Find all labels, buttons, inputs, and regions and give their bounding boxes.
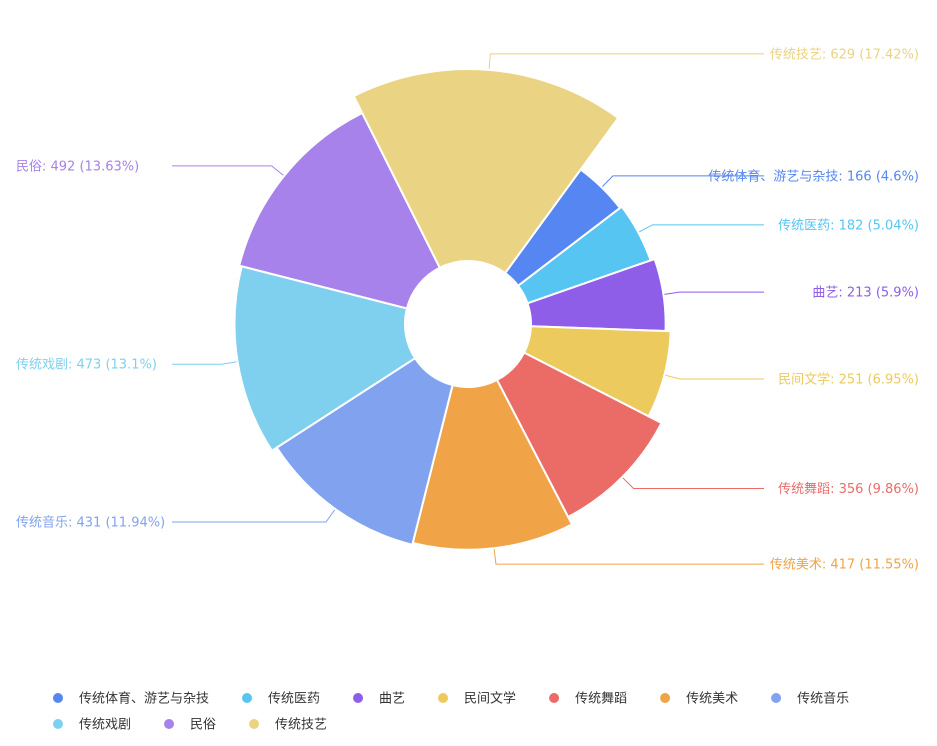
legend-item-cat-2[interactable]: 曲艺 <box>353 692 405 707</box>
slice-label-cat-1: 传统医药: 182 (5.04%) <box>778 218 919 233</box>
legend-label: 传统体育、游艺与杂技 <box>79 691 209 707</box>
leader-line-cat-5 <box>493 549 764 565</box>
legend-swatch-icon <box>549 693 560 703</box>
legend-label: 传统戏剧 <box>79 718 131 733</box>
legend-swatch-icon <box>353 693 364 703</box>
slice-label-cat-6: 传统音乐: 431 (11.94%) <box>16 515 165 531</box>
legend-swatch-icon <box>249 719 260 729</box>
legend-label: 民俗 <box>190 718 216 733</box>
legend-item-cat-6[interactable]: 传统音乐 <box>771 691 849 707</box>
legend-swatch-icon <box>53 719 63 729</box>
slices-layer <box>233 68 672 551</box>
legend-item-cat-3[interactable]: 民间文学 <box>438 691 516 707</box>
slice-labels-layer: 传统体育、游艺与杂技: 166 (4.6%) 传统医药: 182 (5.04%) 曲… <box>16 47 919 572</box>
legend-label: 曲艺 <box>379 692 405 707</box>
pie-slice-cat-9[interactable] <box>352 68 620 275</box>
pie-slice-cat-5[interactable] <box>411 378 574 551</box>
legend-label: 民间文学 <box>464 691 516 707</box>
pie-slice-cat-2[interactable] <box>526 257 667 333</box>
leader-line-cat-3 <box>665 374 764 380</box>
legend-item-cat-1[interactable]: 传统医药 <box>242 692 320 707</box>
leader-line-cat-4 <box>622 477 764 490</box>
pie-slice-cat-6[interactable] <box>275 356 454 547</box>
pie-slice-cat-7[interactable] <box>233 265 417 453</box>
leader-line-cat-7 <box>172 361 237 365</box>
leader-line-cat-6 <box>172 509 336 523</box>
slice-label-cat-5: 传统美术: 417 (11.55%) <box>770 558 919 573</box>
legend-label: 传统美术 <box>686 692 738 707</box>
leader-line-cat-0 <box>602 175 764 187</box>
slice-label-cat-3: 民间文学: 251 (6.95%) <box>778 372 919 388</box>
legend-label: 传统舞蹈 <box>575 692 627 707</box>
legend-item-cat-9[interactable]: 传统技艺 <box>249 718 327 733</box>
legend-swatch-icon <box>164 719 175 729</box>
slice-label-cat-7: 传统戏剧: 473 (13.1%) <box>16 358 157 373</box>
slice-label-cat-4: 传统舞蹈: 356 (9.86%) <box>778 482 919 497</box>
leader-line-cat-1 <box>638 224 764 233</box>
legend-item-cat-0[interactable]: 传统体育、游艺与杂技 <box>53 691 209 707</box>
legend-item-cat-7[interactable]: 传统戏剧 <box>53 718 131 733</box>
slice-label-cat-0: 传统体育、游艺与杂技: 166 (4.6%) <box>708 168 919 184</box>
legend-item-cat-8[interactable]: 民俗 <box>164 718 216 733</box>
leader-line-cat-8 <box>172 165 284 176</box>
leader-lines-layer <box>172 53 764 565</box>
pie-slice-cat-3[interactable] <box>522 325 672 418</box>
legend-swatch-icon <box>53 693 63 703</box>
pie-slice-cat-8[interactable] <box>237 111 442 310</box>
legend-item-cat-5[interactable]: 传统美术 <box>660 692 738 707</box>
slice-label-cat-9: 传统技艺: 629 (17.42%) <box>770 47 919 62</box>
legend-item-cat-4[interactable]: 传统舞蹈 <box>549 692 627 707</box>
slice-label-cat-8: 民俗: 492 (13.63%) <box>16 159 139 174</box>
legend-label: 传统医药 <box>268 692 320 707</box>
leader-line-cat-9 <box>488 53 764 69</box>
pie-slice-cat-4[interactable] <box>495 351 663 519</box>
legend-swatch-icon <box>771 693 782 703</box>
legend-swatch-icon <box>438 693 449 703</box>
legend-label: 传统音乐 <box>797 691 849 707</box>
slice-label-cat-2: 曲艺: 213 (5.9%) <box>812 286 919 301</box>
leader-line-cat-2 <box>664 291 764 295</box>
legend-swatch-icon <box>660 693 671 703</box>
legend-swatch-icon <box>242 693 253 703</box>
legend-label: 传统技艺 <box>275 718 327 733</box>
